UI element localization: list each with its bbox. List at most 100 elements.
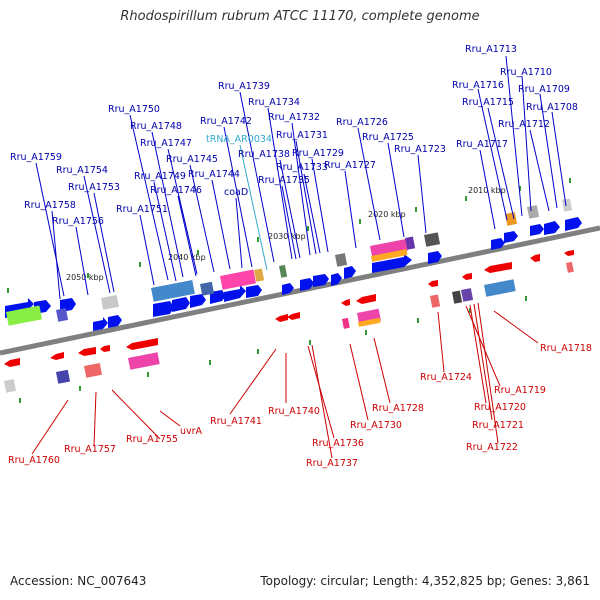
forward-gene (224, 285, 246, 302)
forward-gene (190, 294, 206, 308)
feature-block (370, 239, 408, 258)
gene-label-bottom[interactable]: Rru_A1757 (64, 444, 116, 455)
feature-block (527, 205, 540, 219)
feature-block (151, 279, 195, 302)
gene-label-top[interactable]: Rru_A1759 (10, 152, 62, 163)
gene-label-top[interactable]: Rru_A1717 (456, 139, 508, 150)
feature-block (56, 308, 69, 322)
gene-label-top[interactable]: Rru_A1742 (200, 116, 252, 127)
reverse-gene (100, 345, 110, 352)
feature-block (484, 279, 516, 297)
feature-block (279, 264, 288, 278)
feature-block (566, 261, 574, 273)
reverse-gene (275, 314, 288, 322)
gene-label-top[interactable]: Rru_A1750 (108, 104, 160, 115)
bottom-label-group: Rru_A1718 Rru_A1724 Rru_A1719 Rru_A1740 … (8, 343, 592, 469)
gene-label-top[interactable]: Rru_A1739 (218, 81, 270, 92)
gene-label-top[interactable]: Rru_A1751 (116, 204, 168, 215)
gene-label-top[interactable]: Rru_A1713 (465, 44, 517, 55)
gene-label-top[interactable]: Rru_A1723 (394, 144, 446, 155)
feature-block (504, 212, 518, 226)
gene-label-top[interactable]: Rru_A1725 (362, 132, 414, 143)
gene-label-top[interactable]: Rru_A1708 (526, 102, 578, 113)
gene-label-top[interactable]: Rru_A1753 (68, 182, 120, 193)
gene-label-top[interactable]: Rru_A1745 (166, 154, 218, 165)
forward-gene (504, 231, 518, 243)
reverse-gene (462, 273, 472, 280)
top-label-group: Rru_A1713 Rru_A1710 Rru_A1716 Rru_A1709 … (10, 44, 578, 227)
feature-block (358, 317, 381, 327)
gene-label-top[interactable]: coaD (224, 187, 248, 198)
reverse-gene (287, 312, 300, 320)
scale-tick-label: 2010 kbp (468, 186, 506, 195)
gene-label-top[interactable]: Rru_A1710 (500, 67, 552, 78)
gene-label-bottom[interactable]: Rru_A1760 (8, 455, 60, 466)
gene-label-bottom[interactable]: Rru_A1730 (350, 420, 402, 431)
gene-label-top[interactable]: Rru_A1735 (258, 175, 310, 186)
gene-label-top[interactable]: Rru_A1733 (276, 162, 328, 173)
feature-block (101, 294, 119, 310)
gene-label-bottom[interactable]: Rru_A1718 (540, 343, 592, 354)
rna-label-top[interactable]: tRNA_AR0034 (206, 134, 272, 145)
gene-label-top[interactable]: Rru_A1747 (140, 138, 192, 149)
bottom-leader-lines (31, 302, 539, 459)
gene-label-top[interactable]: Rru_A1732 (268, 112, 320, 123)
gene-label-bottom[interactable]: Rru_A1724 (420, 372, 472, 383)
forward-gene (93, 317, 108, 331)
feature-block (200, 281, 215, 296)
scale-labels: 2050 kbp 2040 kbp 2030 kbp 2020 kbp 2010… (66, 186, 506, 282)
reverse-gene-track (4, 250, 574, 367)
scale-tick-label: 2020 kbp (368, 210, 406, 219)
gene-label-bottom[interactable]: Rru_A1740 (268, 406, 320, 417)
gene-label-top[interactable]: Rru_A1756 (52, 216, 104, 227)
gene-label-top[interactable]: Rru_A1758 (24, 200, 76, 211)
gene-label-top[interactable]: Rru_A1734 (248, 97, 300, 108)
feature-block (127, 352, 160, 370)
gene-label-top[interactable]: Rru_A1744 (188, 169, 240, 180)
reverse-gene (78, 347, 96, 356)
gene-label-bottom[interactable]: Rru_A1728 (372, 403, 424, 414)
genome-info-text: Topology: circular; Length: 4,352,825 bp… (260, 574, 590, 588)
gene-label-top[interactable]: Rru_A1746 (150, 185, 202, 196)
feature-block (405, 236, 416, 250)
gene-label-bottom[interactable]: Rru_A1737 (306, 458, 358, 469)
scale-tick-label: 2030 kbp (268, 232, 306, 241)
gene-label-top[interactable]: Rru_A1709 (518, 84, 570, 95)
forward-gene (491, 238, 505, 250)
gene-label-top[interactable]: Rru_A1749 (134, 171, 186, 182)
forward-gene (172, 297, 190, 312)
forward-gene (344, 266, 356, 279)
reverse-gene (530, 254, 540, 262)
scale-tick-label: 2040 kbp (168, 253, 206, 262)
gene-label-top[interactable]: Rru_A1715 (462, 97, 514, 108)
rna-leader-line (239, 144, 268, 271)
gene-label-top[interactable]: Rru_A1726 (336, 117, 388, 128)
feature-block (562, 198, 573, 212)
gene-label-bottom[interactable]: Rru_A1719 (494, 385, 546, 396)
gene-label-bottom[interactable]: Rru_A1720 (474, 402, 526, 413)
gene-label-top[interactable]: Rru_A1729 (292, 148, 344, 159)
forward-gene (544, 221, 560, 235)
top-leader-lines (35, 55, 567, 300)
gene-label-bottom[interactable]: Rru_A1736 (312, 438, 364, 449)
gene-label-top[interactable]: Rru_A1738 (238, 149, 290, 160)
gene-label-bottom[interactable]: Rru_A1741 (210, 416, 262, 427)
gene-label-top[interactable]: Rru_A1727 (324, 160, 376, 171)
gene-label-top[interactable]: Rru_A1754 (56, 165, 108, 176)
gene-label-top[interactable]: Rru_A1716 (452, 80, 504, 91)
reverse-gene (341, 299, 350, 306)
gene-label-bottom[interactable]: uvrA (180, 426, 203, 437)
gene-label-top[interactable]: Rru_A1712 (498, 119, 550, 130)
feature-block (220, 269, 257, 290)
forward-gene (282, 283, 294, 295)
feature-block (452, 290, 463, 304)
forward-gene (153, 301, 174, 317)
gene-label-top[interactable]: Rru_A1731 (276, 130, 328, 141)
gene-label-top[interactable]: Rru_A1748 (130, 121, 182, 132)
gene-label-bottom[interactable]: Rru_A1722 (466, 442, 518, 453)
reverse-gene (356, 294, 376, 304)
gene-label-bottom[interactable]: Rru_A1721 (472, 420, 524, 431)
gene-label-bottom[interactable]: Rru_A1755 (126, 434, 178, 445)
feature-block (4, 379, 17, 393)
